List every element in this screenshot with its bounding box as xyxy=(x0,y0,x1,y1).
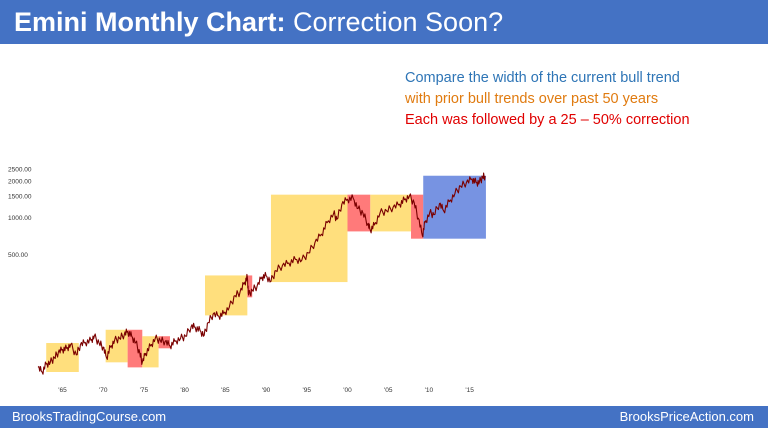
y-axis: 500.00 1000.00 1500.00 2000.00 2500.00 xyxy=(8,167,32,259)
y-tick-label-0: 500.00 xyxy=(8,252,28,259)
slide-title-bold: Emini Monthly Chart: xyxy=(14,7,286,37)
y-tick-label-2: 1500.00 xyxy=(8,194,32,201)
title-bar: Emini Monthly Chart: Correction Soon? xyxy=(0,0,768,44)
bull-region-3 xyxy=(142,336,159,368)
y-tick-label-3: 2000.00 xyxy=(8,178,32,185)
correction-region-6 xyxy=(247,275,253,298)
x-tick-label-7: '00 xyxy=(343,387,352,394)
current-region-11 xyxy=(423,175,486,239)
chart-series xyxy=(37,172,486,375)
x-tick-label-3: '80 xyxy=(180,387,189,394)
bull-region-1 xyxy=(105,329,128,363)
correction-region-8 xyxy=(347,194,371,232)
x-tick-label-8: '05 xyxy=(384,387,393,394)
note-line-3: Each was followed by a 25 – 50% correcti… xyxy=(405,112,690,128)
note-line-1: Compare the width of the current bull tr… xyxy=(405,70,680,86)
chart-regions xyxy=(46,175,486,372)
correction-region-4 xyxy=(158,336,170,349)
bull-region-0 xyxy=(46,343,79,372)
bull-region-5 xyxy=(205,275,248,316)
x-axis: '65 '70 '75 '80 '85 '90 '95 '00 '05 '10 '15 xyxy=(58,387,474,394)
bull-region-7 xyxy=(270,194,348,283)
chart-notes: Compare the width of the current bull tr… xyxy=(405,68,690,131)
x-tick-label-4: '85 xyxy=(221,387,230,394)
x-tick-label-6: '95 xyxy=(303,387,312,394)
x-tick-label-5: '90 xyxy=(262,387,271,394)
footer-bar: BrooksTradingCourse.com BrooksPriceActio… xyxy=(0,406,768,428)
x-tick-label-9: '10 xyxy=(425,387,434,394)
y-tick-label-1: 1000.00 xyxy=(8,215,32,222)
footer-right-link[interactable]: BrooksPriceAction.com xyxy=(619,409,754,424)
x-tick-label-0: '65 xyxy=(58,387,67,394)
x-tick-label-1: '70 xyxy=(99,387,108,394)
y-tick-label-4: 2500.00 xyxy=(8,167,32,174)
slide-title: Emini Monthly Chart: Correction Soon? xyxy=(14,5,503,39)
price-series-0 xyxy=(37,172,486,375)
footer-left-link[interactable]: BrooksTradingCourse.com xyxy=(12,409,167,424)
bull-region-9 xyxy=(370,194,412,232)
note-line-2: with prior bull trends over past 50 year… xyxy=(405,91,659,107)
correction-region-2 xyxy=(127,329,143,368)
slide-title-rest: Correction Soon? xyxy=(285,7,504,37)
x-tick-label-2: '75 xyxy=(140,387,149,394)
x-tick-label-10: '15 xyxy=(465,387,474,394)
